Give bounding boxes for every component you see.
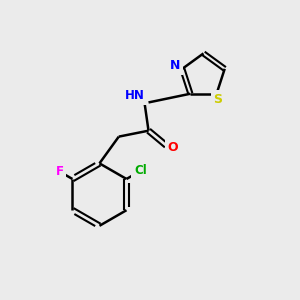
Text: O: O: [168, 141, 178, 154]
Text: F: F: [56, 165, 64, 178]
Text: N: N: [170, 59, 180, 72]
Text: S: S: [214, 93, 223, 106]
Text: Cl: Cl: [134, 164, 147, 177]
Text: HN: HN: [125, 89, 145, 102]
